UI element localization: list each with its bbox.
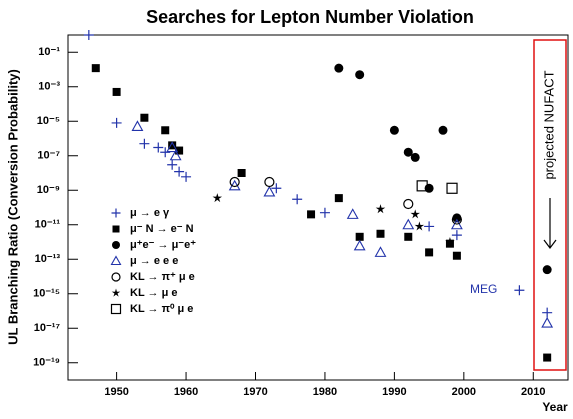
marker-triangle bbox=[169, 149, 182, 161]
legend-label: μ → e e e bbox=[130, 255, 178, 267]
marker-plus bbox=[181, 171, 192, 182]
x-tick-label: 2010 bbox=[521, 386, 545, 398]
marker-circle bbox=[542, 265, 552, 275]
marker-square bbox=[334, 194, 343, 203]
marker-circle bbox=[410, 152, 420, 162]
marker-square bbox=[425, 248, 434, 257]
marker-plus bbox=[424, 221, 435, 232]
marker-plus bbox=[451, 230, 462, 241]
marker-plus bbox=[153, 142, 164, 153]
marker-open-square bbox=[416, 180, 428, 192]
marker-square bbox=[91, 64, 100, 73]
marker-square bbox=[543, 353, 552, 362]
y-tick-label: 10⁻¹ bbox=[38, 46, 60, 58]
marker-square bbox=[112, 225, 120, 233]
legend-label: KL → π⁺ μ e bbox=[130, 271, 195, 283]
marker-plus bbox=[83, 30, 94, 40]
marker-open-circle bbox=[264, 176, 275, 188]
marker-open-circle bbox=[403, 198, 414, 210]
marker-square bbox=[161, 126, 170, 135]
plot-frame bbox=[67, 34, 569, 381]
marker-plus bbox=[167, 159, 178, 170]
x-tick-label: 1960 bbox=[174, 386, 198, 398]
marker-triangle bbox=[353, 239, 366, 251]
marker-triangle bbox=[131, 120, 144, 131]
y-tick-label: 10⁻¹⁵ bbox=[33, 288, 60, 300]
y-tick-label: 10⁻⁵ bbox=[37, 115, 60, 127]
marker-plus bbox=[271, 183, 282, 194]
marker-star bbox=[410, 209, 420, 219]
marker-square bbox=[140, 113, 149, 122]
x-tick-label: 1980 bbox=[313, 386, 337, 398]
marker-triangle bbox=[263, 185, 276, 197]
y-tick-label: 10⁻¹³ bbox=[35, 253, 61, 265]
marker-square bbox=[168, 141, 177, 150]
marker-circle bbox=[355, 70, 365, 80]
marker-plus bbox=[139, 138, 150, 149]
legend-label: KL → μ e bbox=[130, 287, 177, 299]
marker-circle bbox=[403, 147, 413, 157]
marker-star bbox=[212, 193, 223, 203]
x-tick-label: 1970 bbox=[243, 386, 267, 398]
marker-star bbox=[375, 204, 386, 214]
marker-circle bbox=[112, 241, 120, 249]
y-tick-label: 10⁻³ bbox=[38, 81, 60, 93]
marker-plus bbox=[160, 147, 171, 158]
marker-square bbox=[404, 232, 413, 241]
legend-label: μ⁻ N → e⁻ N bbox=[130, 223, 194, 235]
marker-square bbox=[175, 146, 184, 155]
marker-star bbox=[111, 288, 121, 297]
marker-open-square bbox=[110, 303, 122, 315]
y-axis-label: UL Branching Ratio (Conversion Probabili… bbox=[5, 69, 20, 345]
marker-plus bbox=[174, 166, 185, 177]
y-tick-label: 10⁻⁷ bbox=[37, 150, 60, 162]
marker-circle bbox=[438, 125, 448, 135]
marker-triangle bbox=[541, 316, 554, 328]
chart-title: Searches for Lepton Number Violation bbox=[146, 7, 474, 27]
y-tick-label: 10⁻¹⁹ bbox=[33, 357, 60, 369]
marker-circle bbox=[389, 125, 399, 135]
marker-plus bbox=[542, 307, 553, 318]
x-axis-label: Year bbox=[542, 400, 568, 414]
marker-triangle bbox=[166, 141, 179, 153]
marker-square bbox=[355, 232, 364, 241]
meg-label: MEG bbox=[470, 282, 497, 296]
marker-square bbox=[307, 210, 316, 219]
projection-label: projected NUFACT bbox=[541, 70, 556, 179]
y-tick-label: 10⁻⁹ bbox=[37, 184, 60, 196]
marker-square bbox=[112, 87, 121, 96]
marker-circle bbox=[334, 63, 344, 73]
marker-star bbox=[414, 221, 425, 231]
marker-open-circle bbox=[229, 176, 240, 188]
marker-triangle bbox=[374, 246, 387, 257]
y-tick-label: 10⁻¹⁷ bbox=[34, 322, 61, 334]
marker-open-circle bbox=[111, 272, 121, 282]
marker-triangle bbox=[346, 208, 359, 219]
marker-plus bbox=[319, 207, 330, 218]
marker-square bbox=[452, 251, 461, 260]
projection-arrow bbox=[543, 198, 557, 249]
marker-triangle bbox=[450, 218, 463, 230]
marker-square bbox=[237, 169, 246, 177]
marker-open-square bbox=[446, 182, 458, 194]
legend-label: KL → π⁰ μ e bbox=[130, 303, 193, 315]
marker-plus bbox=[292, 194, 303, 205]
projection-box bbox=[533, 39, 567, 371]
marker-plus bbox=[514, 285, 525, 296]
legend-label: μ⁺e⁻ → μ⁻e⁺ bbox=[130, 239, 196, 251]
x-tick-label: 2000 bbox=[452, 386, 476, 398]
marker-triangle bbox=[402, 218, 415, 230]
marker-open-circle bbox=[451, 214, 462, 225]
x-tick-label: 1990 bbox=[382, 386, 406, 398]
marker-square bbox=[376, 229, 385, 238]
marker-triangle bbox=[110, 255, 122, 266]
marker-plus bbox=[111, 117, 122, 128]
marker-plus bbox=[111, 208, 121, 218]
y-tick-label: 10⁻¹¹ bbox=[35, 219, 61, 231]
legend-label: μ → e γ bbox=[130, 207, 170, 219]
x-tick-label: 1950 bbox=[104, 386, 128, 398]
marker-star bbox=[445, 237, 455, 247]
